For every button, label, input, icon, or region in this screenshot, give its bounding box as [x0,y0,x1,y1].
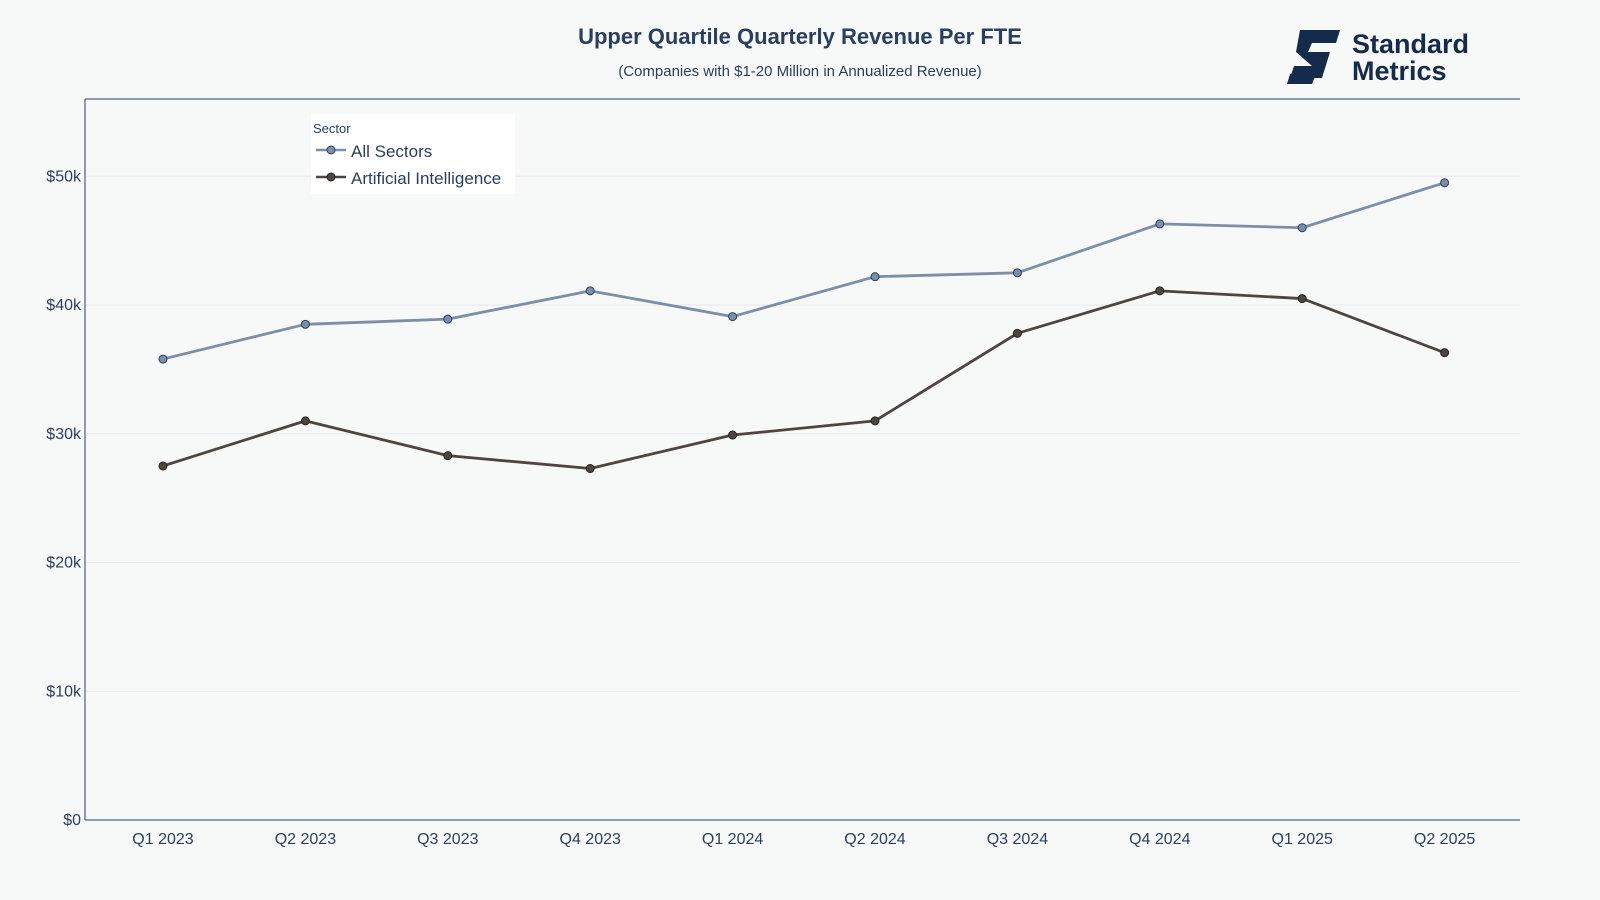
gridlines [85,175,1520,692]
legend: Sector All Sectors Artificial Intelligen… [311,114,515,194]
x-tick-label: Q2 2025 [1414,831,1475,848]
y-axis-ticks: $0 $10k $20k $30k $40k $50k [46,168,82,829]
legend-label-artificial-intelligence: Artificial Intelligence [351,169,501,188]
data-point-artificial-intelligence [728,430,738,440]
chart-title: Upper Quartile Quarterly Revenue Per FTE [578,24,1022,49]
data-point-all-sectors [1012,268,1022,278]
x-tick-label: Q1 2025 [1272,831,1333,848]
y-tick-label: $0 [63,812,81,829]
data-point-all-sectors [443,314,453,324]
chart-subtitle: (Companies with $1-20 Million in Annuali… [618,63,982,80]
brand-logo: Standard Metrics [1287,29,1469,86]
x-tick-label: Q4 2024 [1129,831,1190,848]
data-point-all-sectors [300,319,310,329]
logo-text-line1: Standard [1352,29,1469,59]
data-point-all-sectors [870,272,880,282]
data-point-artificial-intelligence [1155,286,1165,296]
x-tick-label: Q4 2023 [560,831,621,848]
series-group [158,178,1450,474]
series-artificial-intelligence [158,286,1450,474]
data-point-artificial-intelligence [158,461,168,471]
x-tick-label: Q2 2024 [844,831,905,848]
legend-background [311,114,515,194]
data-point-artificial-intelligence [443,451,453,461]
x-tick-label: Q1 2024 [702,831,763,848]
data-point-artificial-intelligence [585,464,595,474]
legend-label-all-sectors: All Sectors [351,142,432,161]
x-tick-label: Q2 2023 [275,831,336,848]
x-tick-label: Q1 2023 [132,831,193,848]
x-tick-label: Q3 2024 [987,831,1048,848]
y-tick-label: $30k [46,426,82,443]
y-tick-label: $20k [46,555,82,572]
legend-marker-all-sectors [326,145,336,155]
x-axis-ticks: Q1 2023 Q2 2023 Q3 2023 Q4 2023 Q1 2024 Q2 20… [132,831,1475,848]
y-tick-label: $50k [46,168,82,185]
data-point-all-sectors [158,354,168,364]
legend-marker-artificial-intelligence [326,172,336,182]
data-point-artificial-intelligence [300,416,310,426]
x-tick-label: Q3 2023 [417,831,478,848]
series-line-artificial-intelligence [162,289,1446,470]
data-point-artificial-intelligence [1440,348,1450,358]
data-point-all-sectors [1155,219,1165,229]
data-point-artificial-intelligence [1012,328,1022,338]
logo-text-line2: Metrics [1352,56,1447,86]
series-line-all-sectors [162,181,1446,361]
data-point-all-sectors [728,312,738,322]
data-point-artificial-intelligence [870,416,880,426]
series-all-sectors [158,178,1450,364]
data-point-all-sectors [1440,178,1450,188]
data-point-all-sectors [585,286,595,296]
y-tick-label: $40k [46,297,82,314]
legend-title: Sector [313,121,351,136]
standard-metrics-logo-icon [1287,30,1340,84]
data-point-all-sectors [1297,223,1307,233]
data-point-artificial-intelligence [1297,294,1307,304]
y-tick-label: $10k [46,683,82,700]
